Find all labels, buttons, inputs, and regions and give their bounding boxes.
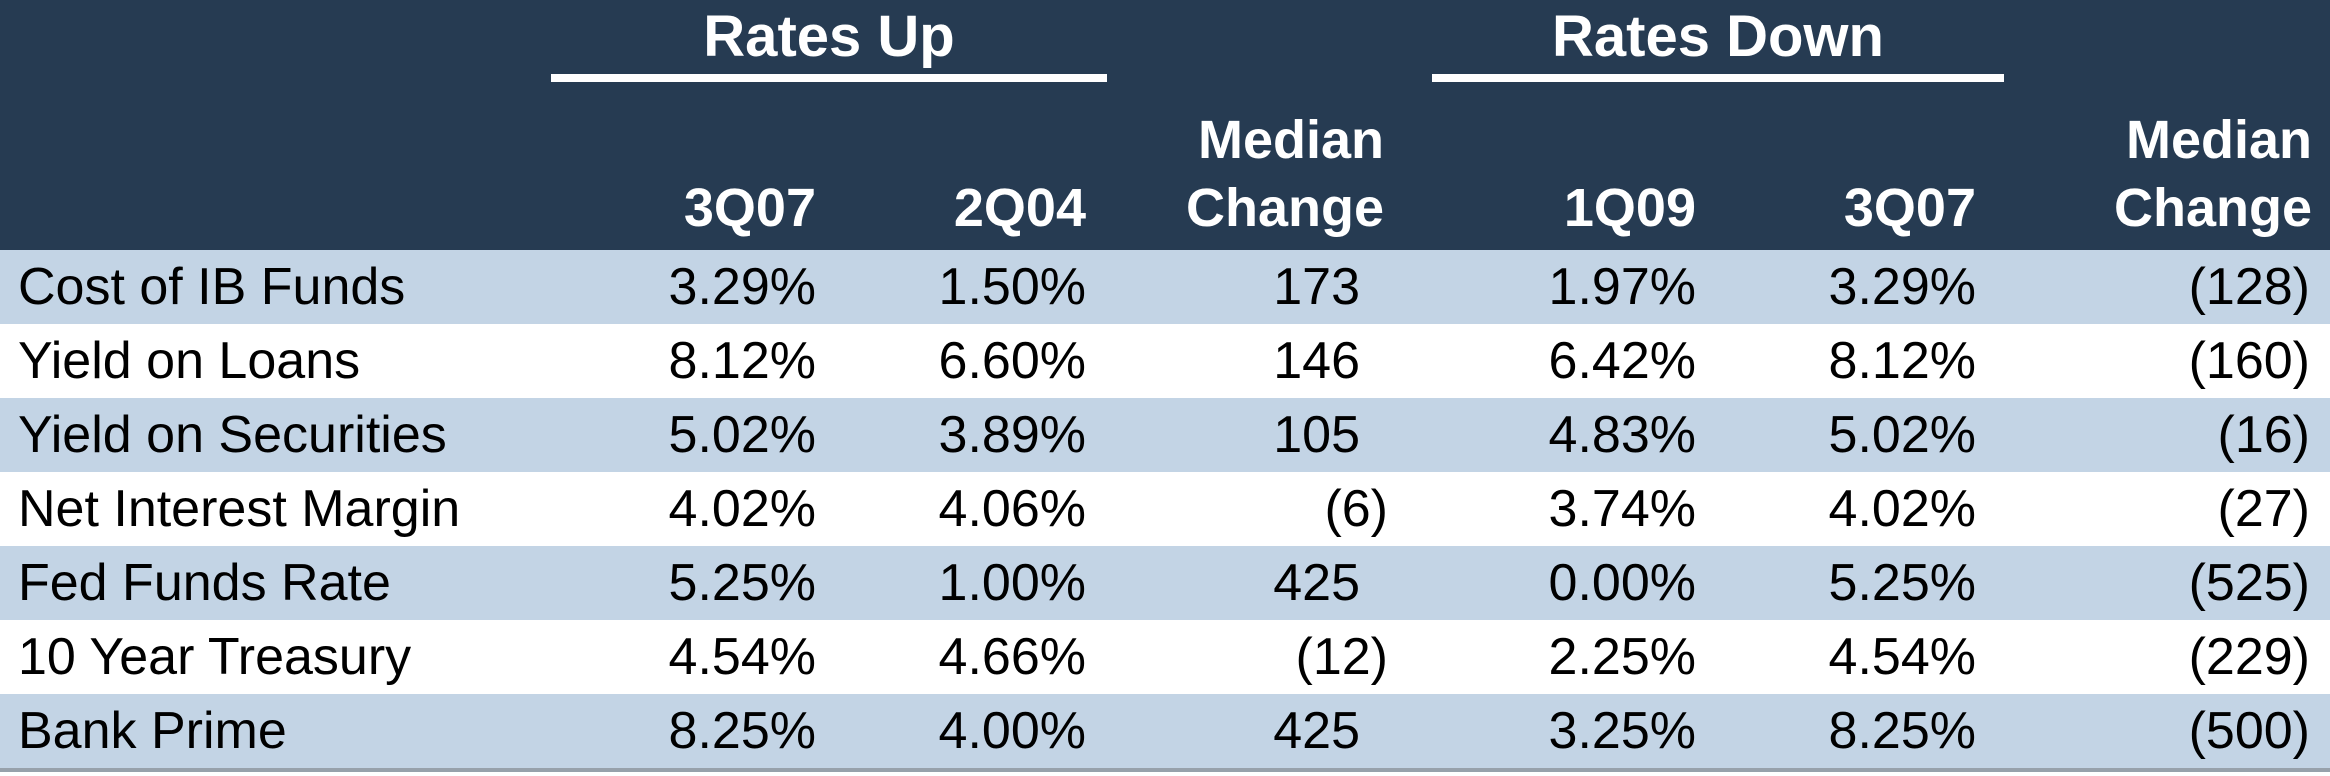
cell-value: (160) xyxy=(2188,332,2310,390)
change-word: Change xyxy=(2113,178,2312,238)
cell-value: 1.00% xyxy=(938,554,1086,612)
cell-value: 425 xyxy=(1273,702,1360,760)
cell-value: 4.54% xyxy=(668,628,816,686)
rates-down-group-title: Rates Down xyxy=(1552,4,1884,69)
cell-value: (27) xyxy=(2217,480,2310,538)
median-word: Median xyxy=(2125,110,2312,170)
row-label: 10 Year Treasury xyxy=(18,628,412,686)
cell-value: 1.97% xyxy=(1548,258,1696,316)
cell-value: 146 xyxy=(1273,332,1360,390)
cell-value: 5.02% xyxy=(668,406,816,464)
cell-value: 5.25% xyxy=(668,554,816,612)
rates-down-underline xyxy=(1432,74,2004,82)
cell-value: 4.00% xyxy=(938,702,1086,760)
cell-value: 4.02% xyxy=(668,480,816,538)
cell-value: (16) xyxy=(2217,406,2310,464)
cell-value: 3.29% xyxy=(1828,258,1976,316)
cell-value: 3.89% xyxy=(938,406,1086,464)
cell-value: 8.12% xyxy=(1828,332,1976,390)
column-header-down-3q07: 3Q07 xyxy=(1843,178,1976,238)
cell-value: 173 xyxy=(1273,258,1360,316)
column-header-down-1q09: 1Q09 xyxy=(1563,178,1696,238)
table-row: Cost of IB Funds 3.29% 1.50% 173 1.97% 3.29% (… xyxy=(0,250,2330,324)
row-label: Net Interest Margin xyxy=(18,480,461,538)
row-label: Yield on Loans xyxy=(18,332,361,390)
cell-value: 0.00% xyxy=(1548,554,1696,612)
cell-value: (128) xyxy=(2188,258,2310,316)
cell-value: 425 xyxy=(1273,554,1360,612)
cell-value: (12) xyxy=(1295,628,1388,686)
cell-value: (500) xyxy=(2188,702,2310,760)
cell-value: 4.66% xyxy=(938,628,1086,686)
cell-value: (6) xyxy=(1324,480,1388,538)
table-row: Net Interest Margin 4.02% 4.06% (6) 3.74% 4.0… xyxy=(0,472,2330,546)
cell-value: 6.42% xyxy=(1548,332,1696,390)
column-header-up-median-change: Median Change xyxy=(1110,106,1400,242)
table-row: Yield on Securities 5.02% 3.89% 105 4.83% 5.0… xyxy=(0,398,2330,472)
cell-value: 3.29% xyxy=(668,258,816,316)
row-label: Cost of IB Funds xyxy=(18,258,406,316)
cell-value: 4.54% xyxy=(1828,628,1976,686)
column-header-up-3q07: 3Q07 xyxy=(683,178,816,238)
cell-value: (229) xyxy=(2188,628,2310,686)
cell-value: 5.02% xyxy=(1828,406,1976,464)
cell-value: 4.02% xyxy=(1828,480,1976,538)
row-label: Fed Funds Rate xyxy=(18,554,391,612)
rates-up-group-title: Rates Up xyxy=(703,4,955,69)
cell-value: 8.25% xyxy=(668,702,816,760)
cell-value: 105 xyxy=(1273,406,1360,464)
table-row: Fed Funds Rate 5.25% 1.00% 425 0.00% 5.25% (52… xyxy=(0,546,2330,620)
cell-value: (525) xyxy=(2188,554,2310,612)
table-body: Cost of IB Funds 3.29% 1.50% 173 1.97% 3.29% (… xyxy=(0,250,2330,768)
cell-value: 3.25% xyxy=(1548,702,1696,760)
column-header-up-2q04: 2Q04 xyxy=(953,178,1086,238)
table-header: Rates Up Rates Down 3Q07 2Q04 Median Cha… xyxy=(0,0,2330,250)
cell-value: 8.25% xyxy=(1828,702,1976,760)
column-header-down-median-change: Median Change xyxy=(2000,106,2330,242)
row-label: Yield on Securities xyxy=(18,406,447,464)
table-row: Bank Prime 8.25% 4.00% 425 3.25% 8.25% (500) xyxy=(0,694,2330,768)
cell-value: 5.25% xyxy=(1828,554,1976,612)
table-row: 10 Year Treasury 4.54% 4.66% (12) 2.25% 4.54%… xyxy=(0,620,2330,694)
cell-value: 4.83% xyxy=(1548,406,1696,464)
change-word: Change xyxy=(1185,178,1384,238)
bottom-rule xyxy=(0,768,2330,772)
cell-value: 1.50% xyxy=(938,258,1086,316)
cell-value: 2.25% xyxy=(1548,628,1696,686)
column-header-row: 3Q07 2Q04 Median Change 1Q09 3Q07 Median… xyxy=(0,52,2330,250)
median-word: Median xyxy=(1197,110,1384,170)
cell-value: 8.12% xyxy=(668,332,816,390)
rates-up-underline xyxy=(551,74,1107,82)
cell-value: 6.60% xyxy=(938,332,1086,390)
cell-value: 4.06% xyxy=(938,480,1086,538)
row-label: Bank Prime xyxy=(18,702,287,760)
table-row: Yield on Loans 8.12% 6.60% 146 6.42% 8.12% (16… xyxy=(0,324,2330,398)
cell-value: 3.74% xyxy=(1548,480,1696,538)
